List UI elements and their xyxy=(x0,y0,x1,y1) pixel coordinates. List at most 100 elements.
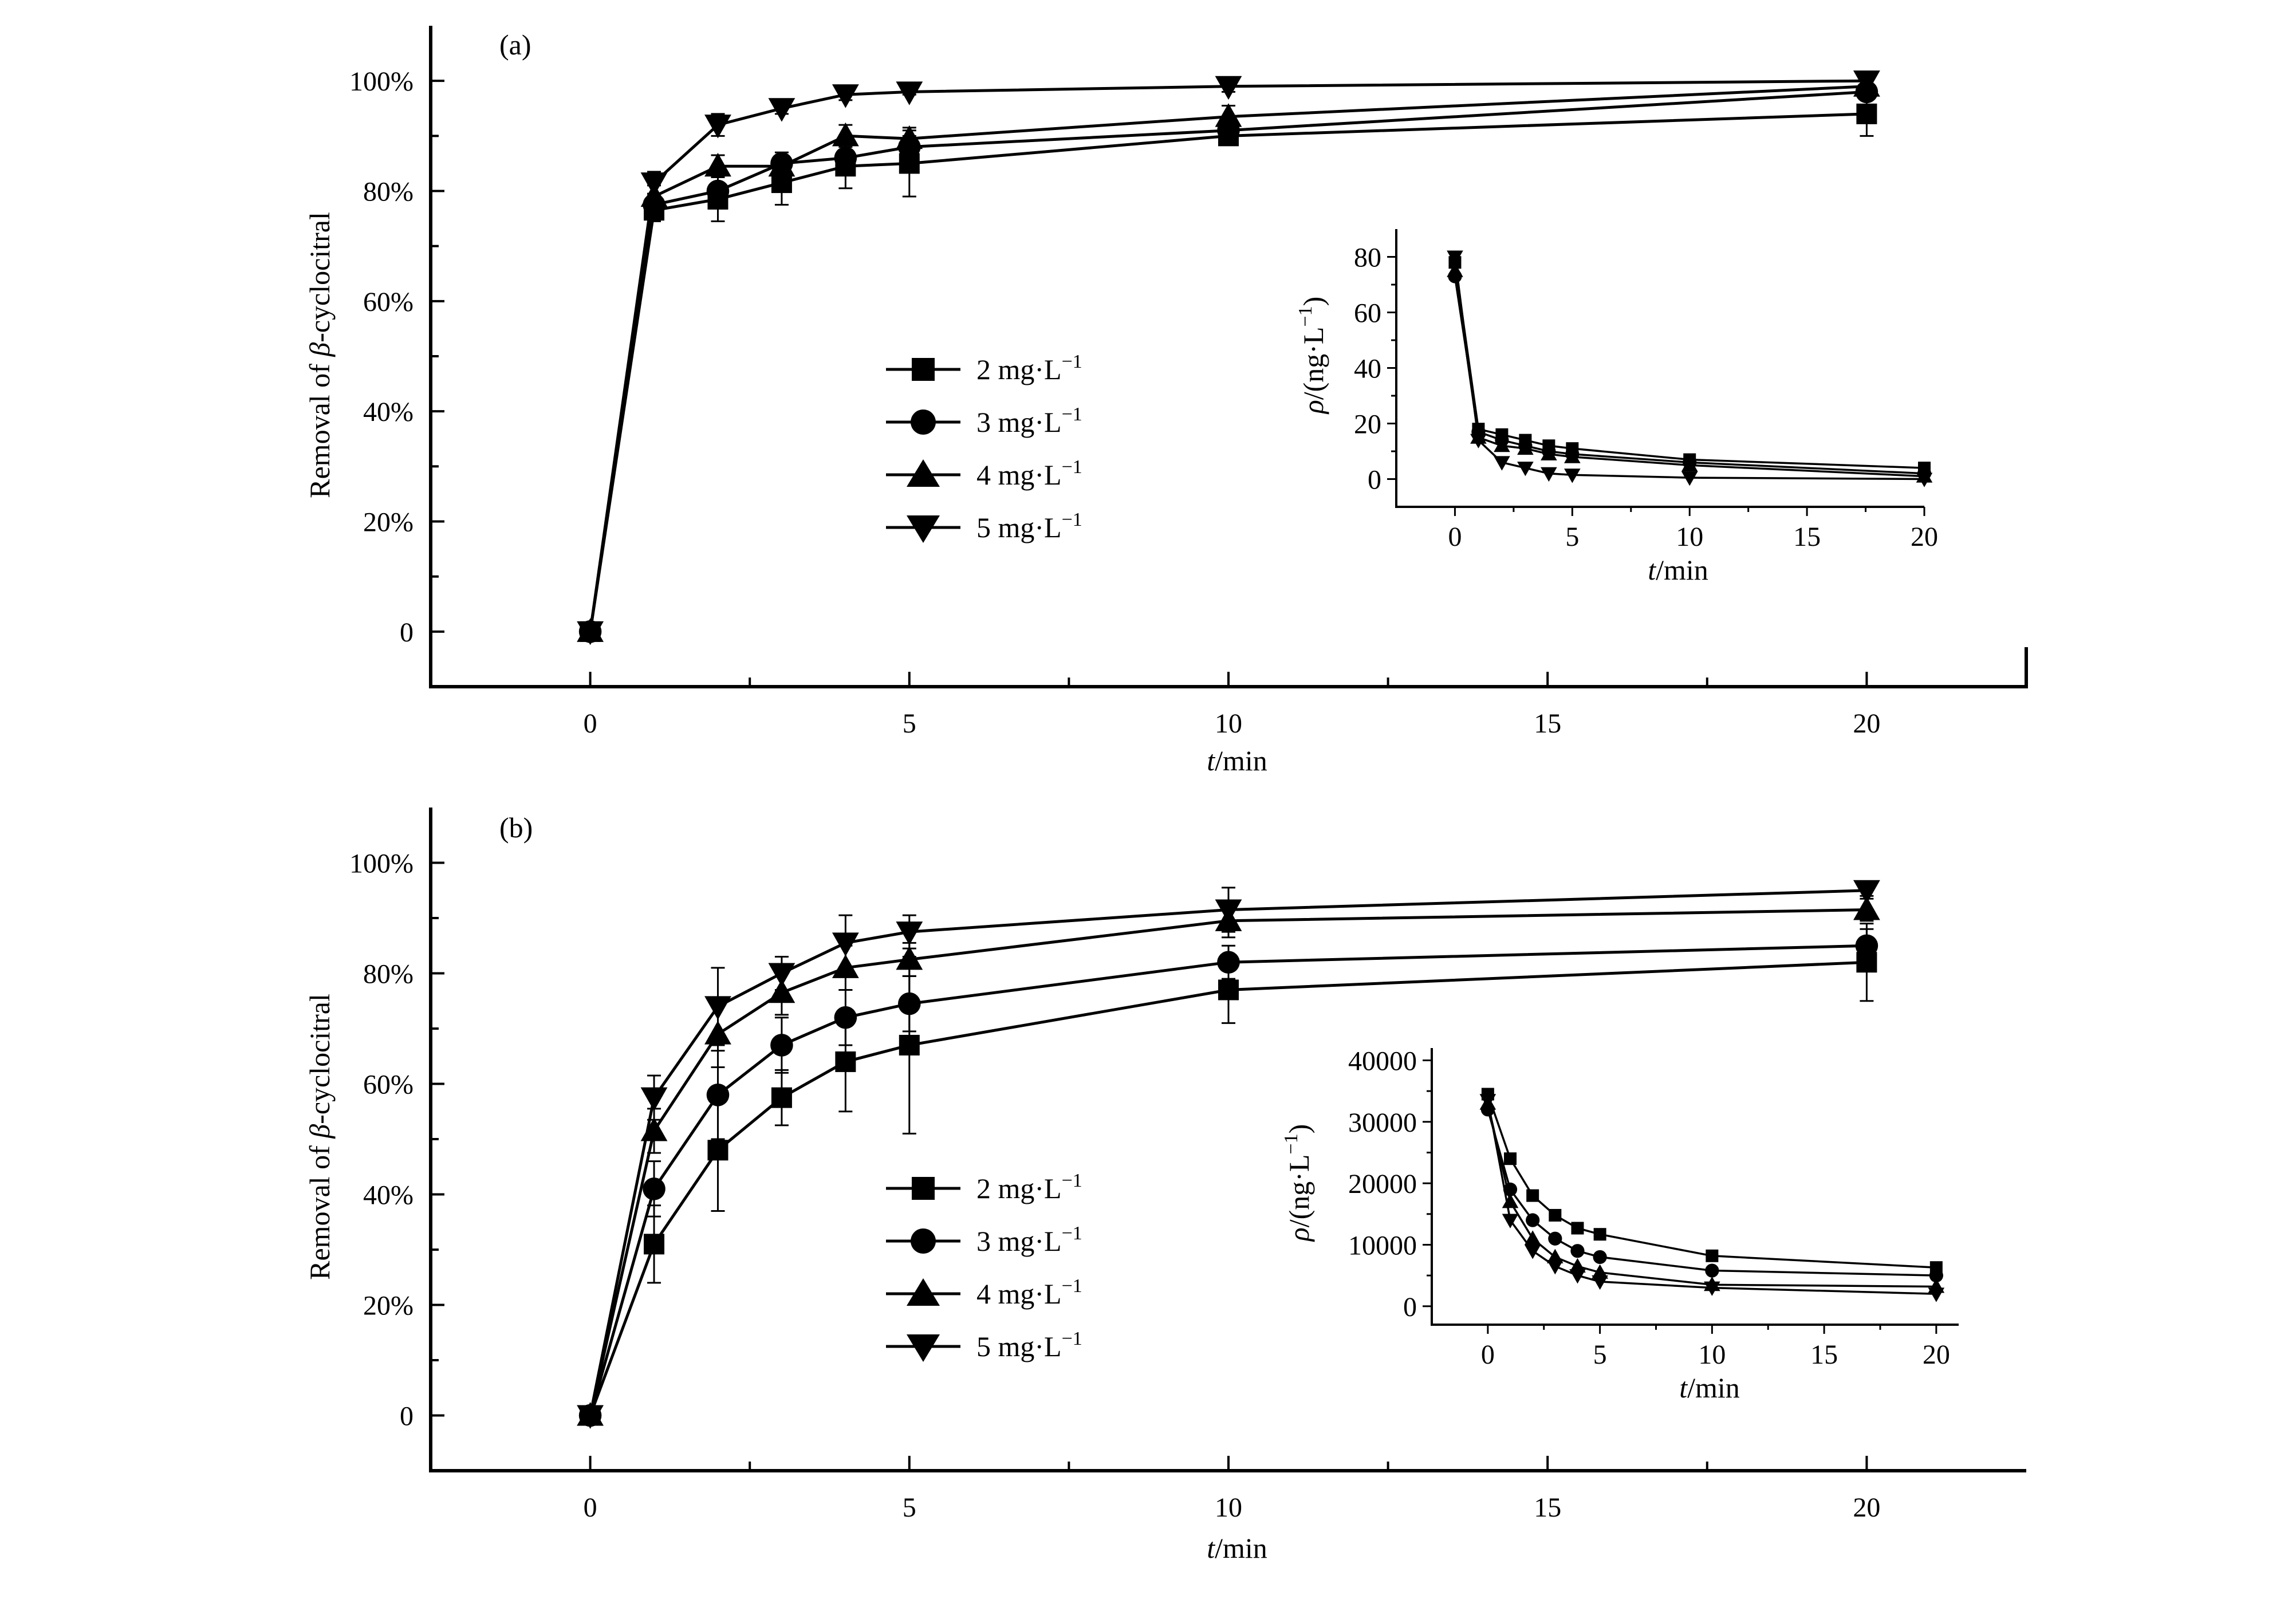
inset-y-tick-label: 40000 xyxy=(1348,1046,1417,1076)
data-point-circle xyxy=(1855,934,1878,958)
legend-label: 2 mg·L−1 xyxy=(976,1170,1082,1204)
inset-y-tick-label: 60 xyxy=(1354,298,1381,329)
legend-label: 5 mg·L−1 xyxy=(976,1328,1082,1362)
legend-label: 5 mg·L−1 xyxy=(976,509,1082,543)
panel-b: (b) 0 20% 40% 60% 80% 100% 0 5 10 15 20 t/min Remo… xyxy=(304,808,2026,1564)
panel-a-legend-entry-3: 4 mg·L−1 xyxy=(886,456,1082,491)
panel-a-error-bars xyxy=(647,77,1874,222)
panel-b-markers xyxy=(577,880,1880,1429)
inset-data-point-circle xyxy=(1929,1269,1943,1283)
panel-a-legend-entry-1: 2 mg·L−1 xyxy=(886,351,1082,385)
inset-y-tick-label: 30000 xyxy=(1348,1108,1417,1138)
data-point-triangle-down xyxy=(832,932,859,956)
inset-y-tick-label: 0 xyxy=(1368,465,1381,495)
inset-data-point-triangle-up xyxy=(1447,262,1463,277)
data-point-triangle-up xyxy=(704,152,731,177)
panel-b-legend-entry-1: 2 mg·L−1 xyxy=(886,1170,1082,1204)
x-tick-label: 5 xyxy=(903,1492,916,1523)
inset-data-point-triangle-up xyxy=(1541,446,1557,460)
data-point-triangle-up xyxy=(896,125,923,149)
panel-a-inset-y-axis-title: ρ/(ng·L−1) xyxy=(1295,297,1329,415)
panel-a-inset: 0 20 40 60 80 0 5 10 15 20 t/min ρ/(ng·L−1) xyxy=(1295,229,1938,586)
inset-x-tick-label: 0 xyxy=(1448,522,1462,552)
legend-label: 2 mg·L−1 xyxy=(976,351,1082,385)
data-point-triangle-down xyxy=(1215,76,1242,100)
y-tick-label: 100% xyxy=(349,66,413,97)
inset-y-tick-label: 40 xyxy=(1354,354,1381,384)
panel-b-inset-x-axis-title: t/min xyxy=(1679,1372,1740,1404)
inset-x-tick-label: 15 xyxy=(1793,522,1821,552)
inset-data-point-circle xyxy=(1593,1250,1607,1265)
panel-a-inset-ticks: 0 20 40 60 80 0 5 10 15 20 xyxy=(1354,243,1938,553)
y-tick-label: 60% xyxy=(363,1070,413,1100)
inset-data-point-triangle-up xyxy=(1524,1230,1541,1245)
inset-data-point-square xyxy=(1549,1208,1562,1222)
x-tick-label: 10 xyxy=(1215,1492,1242,1523)
inset-x-tick-label: 20 xyxy=(1923,1340,1950,1370)
data-point-triangle-down xyxy=(768,98,795,122)
inset-data-point-triangle-down xyxy=(1564,468,1581,483)
x-tick-label: 5 xyxy=(903,708,916,739)
inset-data-point-circle xyxy=(1570,1244,1585,1258)
inset-y-tick-label: 20 xyxy=(1354,409,1381,440)
inset-y-tick-label: 20000 xyxy=(1348,1169,1417,1199)
x-tick-label: 15 xyxy=(1534,708,1561,739)
data-point-circle xyxy=(834,146,857,170)
inset-data-point-triangle-down xyxy=(1494,456,1510,471)
y-tick-label: 40% xyxy=(363,1180,413,1211)
inset-data-point-triangle-down xyxy=(1928,1287,1945,1302)
inset-data-point-square xyxy=(1593,1228,1606,1241)
panel-b-error-bars xyxy=(647,884,1874,1284)
legend-triangle-up-marker xyxy=(907,459,940,487)
legend-triangle-down-marker xyxy=(907,1334,940,1362)
legend-label: 3 mg·L−1 xyxy=(976,1223,1082,1257)
panel-b-y-axis-title: Removal of β-cyclocitral xyxy=(304,994,336,1280)
data-point-triangle-up xyxy=(896,946,923,970)
data-point-circle xyxy=(1217,951,1240,974)
inset-data-point-triangle-down xyxy=(1681,471,1698,486)
panel-a-ticks: 0 20% 40% 60% 80% 100% 0 5 10 15 20 xyxy=(349,66,1880,739)
data-point-triangle-down xyxy=(832,84,859,108)
data-point-triangle-up xyxy=(1853,896,1880,920)
data-point-triangle-down xyxy=(640,1087,668,1112)
inset-data-point-triangle-down xyxy=(1547,1260,1564,1275)
panel-b-inset: 0 10000 20000 30000 40000 0 5 10 15 20 t/min ρ/(n… xyxy=(1281,1046,1959,1404)
data-point-square xyxy=(707,1140,728,1161)
panel-a-label: (a) xyxy=(499,29,531,61)
inset-x-tick-label: 5 xyxy=(1565,522,1579,552)
inset-x-tick-label: 0 xyxy=(1481,1340,1495,1370)
data-point-triangle-down xyxy=(1853,880,1880,904)
legend-label: 3 mg·L−1 xyxy=(976,404,1082,438)
panel-a-inset-axes xyxy=(1395,229,1924,508)
inset-x-tick-label: 20 xyxy=(1911,522,1938,552)
x-tick-label: 0 xyxy=(584,1492,597,1523)
panel-b-legend-entry-2: 3 mg·L−1 xyxy=(886,1223,1082,1257)
inset-data-point-triangle-down xyxy=(1447,250,1463,265)
legend-triangle-up-marker xyxy=(907,1278,940,1306)
data-point-triangle-down xyxy=(896,921,923,946)
x-tick-label: 15 xyxy=(1534,1492,1561,1523)
inset-data-point-square xyxy=(1526,1189,1539,1202)
inset-x-tick-label: 10 xyxy=(1698,1340,1726,1370)
panel-a-y-axis-title: Removal of β-cyclocitral xyxy=(304,212,336,498)
series-line-4 xyxy=(589,889,1867,1416)
series-line-3 xyxy=(589,908,1867,1416)
inset-x-tick-label: 10 xyxy=(1676,522,1703,552)
panel-b-inset-axes xyxy=(1431,1048,1959,1326)
panel-a-x-axis-title: t/min xyxy=(1207,745,1267,777)
data-point-square xyxy=(644,1234,665,1255)
panel-b-label: (b) xyxy=(499,812,533,844)
panel-a-legend-entry-2: 3 mg·L−1 xyxy=(886,404,1082,438)
panel-b-axes xyxy=(429,808,2026,1472)
data-point-triangle-up xyxy=(1215,103,1242,127)
x-tick-label: 20 xyxy=(1853,1492,1880,1523)
inset-data-point-circle xyxy=(1548,1231,1562,1246)
data-point-circle xyxy=(834,1006,857,1029)
inset-data-point-circle xyxy=(1526,1213,1540,1227)
panel-b-legend: 2 mg·L−1 3 mg·L−1 4 mg·L−1 5 mg·L−1 xyxy=(886,1170,1082,1362)
inset-series-line-4 xyxy=(1454,257,1925,481)
inset-series-line-4 xyxy=(1487,1100,1936,1295)
y-tick-label: 100% xyxy=(349,849,413,879)
legend-square-marker xyxy=(912,358,935,381)
inset-data-point-triangle-down xyxy=(1524,1244,1541,1259)
